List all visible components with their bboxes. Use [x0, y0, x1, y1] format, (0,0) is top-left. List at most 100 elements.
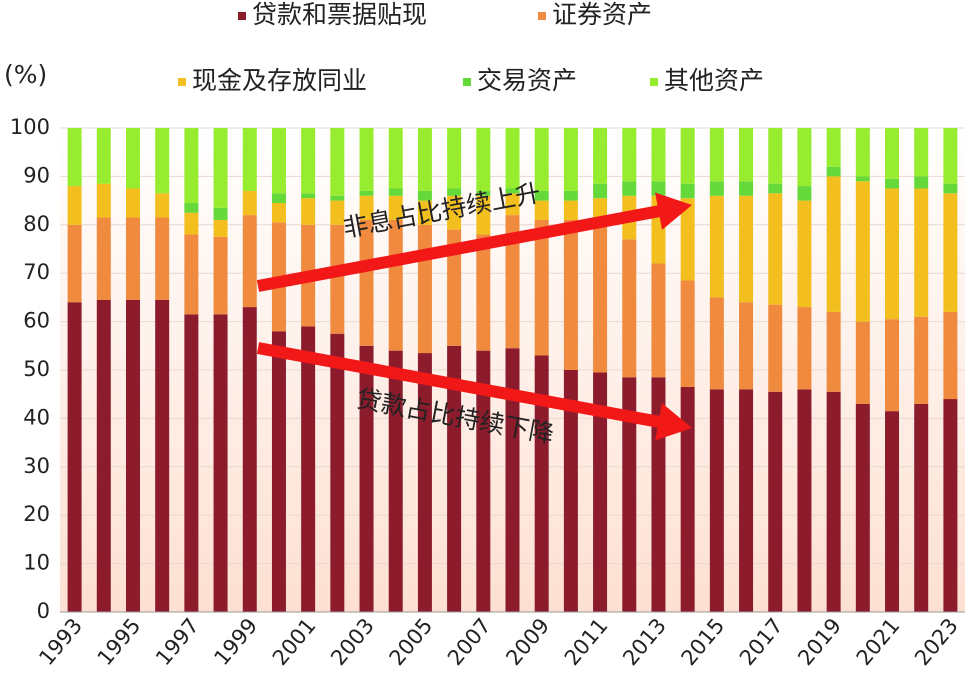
bar-segment: [301, 198, 316, 225]
y-tick-label: 60: [23, 309, 50, 333]
bar-segment: [242, 190, 257, 216]
bar-segment: [330, 224, 345, 334]
bar-segment: [242, 307, 257, 612]
bar-segment: [271, 331, 286, 612]
bar-segment: [96, 128, 111, 184]
bar-segment: [593, 128, 608, 184]
bar-segment: [534, 219, 549, 356]
legend-swatch: [650, 78, 658, 86]
bar-segment: [505, 215, 520, 349]
bar-segment: [622, 128, 637, 182]
bar-segment: [388, 350, 403, 612]
x-tick-label: 2017: [735, 614, 788, 670]
bar-segment: [885, 319, 900, 412]
legend-swatch: [178, 78, 186, 86]
bar-segment: [739, 181, 754, 196]
bar-segment: [125, 217, 140, 300]
bar-segment: [505, 193, 520, 216]
x-tick-label: 2011: [560, 614, 613, 670]
bar-segment: [855, 128, 870, 177]
bar-segment: [885, 128, 900, 179]
legend-label: 交易资产: [477, 66, 577, 95]
bar-segment: [885, 188, 900, 320]
bar-segment: [184, 314, 199, 612]
x-tick-label: 2019: [793, 614, 846, 670]
bar-segment: [943, 311, 958, 400]
x-tick-label: 2001: [268, 614, 321, 670]
bar-segment: [739, 389, 754, 612]
y-tick-label: 20: [23, 502, 50, 526]
bar-segment: [96, 217, 111, 300]
y-tick-label: 100: [10, 115, 50, 139]
bar-segment: [417, 200, 432, 225]
bar-segment: [709, 181, 724, 196]
bar-segment: [826, 311, 841, 392]
bar-segment: [680, 280, 695, 387]
x-tick-label: 2013: [618, 614, 671, 670]
legend-label: 贷款和票据贴现: [252, 0, 427, 29]
x-tick-label: 2023: [910, 614, 963, 670]
bar-segment: [593, 372, 608, 612]
x-tick-label: 2021: [852, 614, 905, 670]
x-tick-label: 2003: [326, 614, 379, 670]
bar-segment: [885, 178, 900, 189]
bar-segment: [417, 353, 432, 612]
bar-segment: [855, 403, 870, 612]
bar-segment: [417, 224, 432, 354]
y-tick-label: 80: [23, 212, 50, 236]
bar-segment: [213, 207, 228, 220]
bar-segment: [739, 302, 754, 390]
bar-segment: [242, 215, 257, 308]
y-tick-label: 10: [23, 551, 50, 575]
bar-segment: [855, 181, 870, 322]
bar-segment: [914, 316, 929, 404]
bar-segment: [388, 188, 403, 196]
bar-segment: [709, 297, 724, 390]
bar-segment: [797, 186, 812, 201]
bar-segment: [359, 345, 374, 612]
legend-swatch: [463, 78, 471, 86]
bar-segment: [563, 190, 578, 201]
y-tick-label: 0: [37, 599, 50, 623]
bar-segment: [301, 326, 316, 612]
bar-segment: [476, 128, 491, 191]
bar-segment: [797, 389, 812, 612]
bar-segment: [534, 200, 549, 220]
bar-segment: [680, 128, 695, 184]
bar-segment: [855, 321, 870, 404]
bar-segment: [476, 350, 491, 612]
bar-segment: [155, 217, 170, 300]
bar-segment: [447, 345, 462, 612]
bar-segment: [417, 128, 432, 191]
bar-segment: [67, 224, 82, 303]
bar-segment: [330, 128, 345, 196]
x-tick-label: 2005: [385, 614, 438, 670]
bar-segment: [768, 183, 783, 194]
bar-segment: [914, 176, 929, 189]
bar-segment: [709, 389, 724, 612]
bar-segment: [213, 314, 228, 612]
bar-segment: [826, 176, 841, 312]
bar-segment: [534, 128, 549, 191]
bar-segment: [943, 399, 958, 612]
bar-segment: [125, 188, 140, 218]
bar-segment: [505, 128, 520, 189]
bar-segment: [505, 188, 520, 194]
bar-segment: [885, 411, 900, 612]
bar-segment: [125, 299, 140, 612]
bar-segment: [125, 128, 140, 189]
bar-segment: [739, 128, 754, 182]
bar-segment: [213, 219, 228, 237]
bar-segment: [447, 195, 462, 230]
bar-segment: [96, 183, 111, 218]
bar-segment: [155, 193, 170, 218]
y-tick-label: 40: [23, 405, 50, 429]
bar-segment: [96, 299, 111, 612]
bar-segment: [943, 193, 958, 312]
bar-segment: [768, 391, 783, 612]
arrow: [256, 192, 692, 292]
bar-segment: [914, 403, 929, 612]
bar-segment: [330, 333, 345, 612]
bar-segment: [476, 190, 491, 196]
bar-segment: [359, 195, 374, 220]
